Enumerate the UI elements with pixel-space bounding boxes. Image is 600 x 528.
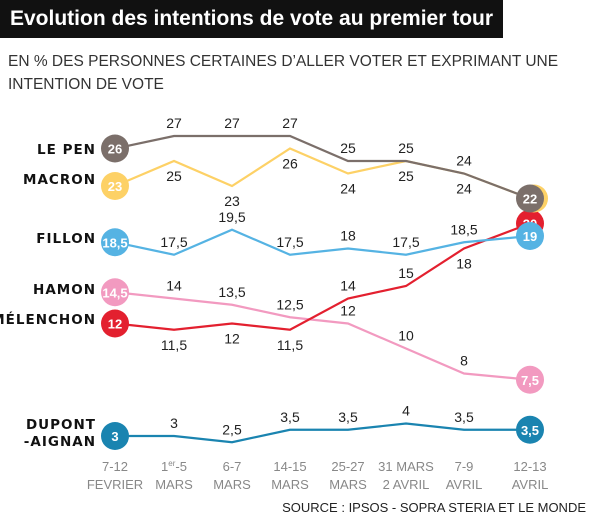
data-label: 12 (108, 317, 122, 332)
data-label: 24 (340, 181, 356, 197)
x-tick-label: 14-15 (273, 459, 306, 474)
data-label: 11,5 (161, 337, 187, 353)
data-point-marker (516, 184, 544, 213)
data-point-marker (516, 222, 544, 250)
data-label: 3,5 (338, 409, 358, 425)
data-label: 14 (166, 278, 182, 294)
data-label: 19 (523, 229, 537, 244)
chart-source: SOURCE : IPSOS - SOPRA STERIA ET LE MOND… (282, 500, 586, 515)
data-label: 3,5 (521, 423, 539, 438)
data-point-marker (101, 278, 129, 307)
data-label: 23 (224, 193, 240, 209)
data-label: 26 (108, 142, 122, 157)
data-label: 25 (340, 140, 356, 156)
x-tick-label: FEVRIER (87, 477, 143, 492)
x-tick-label: MARS (213, 477, 251, 492)
x-tick-label: MARS (155, 477, 193, 492)
data-label: 10 (398, 328, 414, 344)
data-label: 7,5 (521, 373, 539, 388)
series-name-label: FILLON (36, 231, 96, 247)
x-tick-label: AVRIL (446, 477, 483, 492)
data-label: 18,5 (102, 235, 127, 250)
x-tick-label: 2 AVRIL (383, 477, 430, 492)
data-label: 3 (170, 415, 178, 431)
data-label: 27 (166, 115, 182, 131)
data-point-marker (101, 172, 129, 200)
series-name-label: MÉLENCHON (0, 311, 96, 328)
series-line (114, 134, 531, 200)
chart-title: Evolution des intentions de vote au prem… (0, 0, 504, 38)
data-label: 27 (224, 115, 240, 131)
data-label: 25 (166, 168, 182, 184)
series-line (114, 222, 531, 331)
data-label: 11,5 (277, 337, 303, 353)
data-label: 18 (456, 256, 472, 272)
data-label: 3,5 (280, 409, 300, 425)
data-label: 18 (340, 228, 356, 244)
data-label: 23 (108, 179, 122, 194)
x-tick-label: MARS (329, 477, 367, 492)
data-label: 12 (340, 303, 356, 319)
x-tick-label: 7-12 (102, 459, 128, 474)
data-label: 22 (523, 192, 537, 207)
series-line (114, 291, 531, 381)
data-label: 12,5 (276, 296, 303, 312)
series-name-label: HAMON (33, 282, 96, 298)
data-label: 15 (398, 265, 414, 281)
data-label: 25 (398, 168, 414, 184)
data-point-marker (516, 365, 544, 394)
x-tick-label: 1er-5 (161, 459, 187, 474)
data-label: 14 (340, 278, 356, 294)
data-label: 17,5 (276, 234, 303, 250)
data-point-marker (101, 309, 129, 338)
data-label: 24 (456, 181, 472, 197)
x-tick-label: 12-13 (513, 459, 546, 474)
data-label: 18,5 (450, 221, 477, 237)
x-tick-label: AVRIL (512, 477, 549, 492)
data-label: 27 (282, 115, 298, 131)
data-label: 24 (456, 153, 472, 169)
x-tick-label: 31 MARS (378, 459, 434, 474)
data-label: 8 (460, 353, 468, 369)
x-tick-label: 6-7 (223, 459, 242, 474)
data-label: 4 (402, 403, 410, 419)
data-label: 3 (111, 429, 118, 444)
series-line (115, 422, 530, 444)
x-tick-label: 7-9 (455, 459, 474, 474)
data-label: 2,5 (222, 421, 242, 437)
series-name-label: -AIGNAN (24, 434, 96, 450)
series-name-label: DUPONT (26, 417, 96, 433)
chart-subtitle: EN % DES PERSONNES CERTAINES D’ALLER VOT… (8, 53, 559, 93)
series-name-label: LE PEN (37, 142, 96, 158)
data-label: 26 (282, 156, 298, 172)
data-point-marker (516, 415, 544, 444)
data-point-marker (101, 134, 129, 163)
x-tick-label: MARS (271, 477, 309, 492)
data-label: 17,5 (392, 234, 419, 250)
series-line (114, 228, 531, 256)
data-label: 13,5 (218, 284, 245, 300)
data-label: 19,5 (218, 209, 245, 225)
data-label: 17,5 (160, 234, 187, 250)
data-label: 3,5 (454, 409, 474, 425)
data-point-marker (101, 422, 129, 450)
x-tick-label: 25-27 (331, 459, 364, 474)
data-label: 14,5 (102, 285, 127, 300)
data-point-marker (101, 228, 129, 257)
data-label: 12 (224, 331, 240, 347)
data-label: 25 (398, 140, 414, 156)
series-name-label: MACRON (23, 172, 96, 188)
